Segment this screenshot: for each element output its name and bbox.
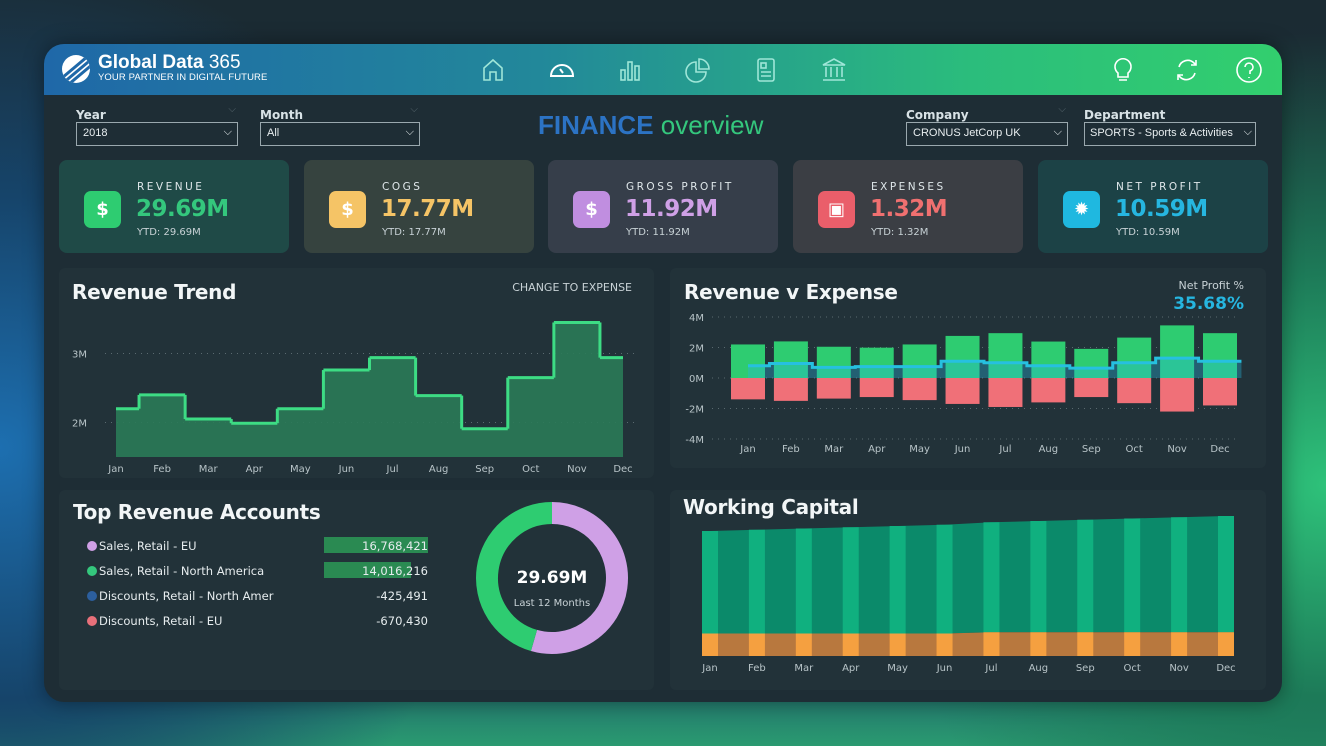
legend-dot-icon <box>87 541 97 551</box>
kpi-gross-profit: $ GROSS PROFIT 11.92M YTD: 11.92M <box>548 160 778 253</box>
top-accounts-title: Top Revenue Accounts <box>73 500 321 524</box>
kpi-ytd: YTD: 17.77M <box>382 227 446 238</box>
chevron-down-icon: ⌵ <box>1053 126 1062 138</box>
kpi-label: REVENUE <box>137 181 205 193</box>
account-name: Sales, Retail - North America <box>99 564 265 578</box>
header-bar: Global Data 365 YOUR PARTNER IN DIGITAL … <box>44 44 1282 95</box>
revenue-expense-title: Revenue v Expense <box>684 280 898 304</box>
department-label: Department <box>1084 108 1166 122</box>
account-value: -425,491 <box>376 589 428 603</box>
kpi-expenses: ▣ EXPENSES 1.32M YTD: 1.32M <box>793 160 1023 253</box>
help-icon[interactable] <box>1234 55 1264 85</box>
month-dropdown[interactable]: All ⌵ <box>260 122 420 146</box>
kpi-value: 10.59M <box>1115 196 1208 222</box>
kpi-value: 1.32M <box>870 196 948 222</box>
company-label: Company <box>906 108 969 122</box>
kpi-ytd: YTD: 1.32M <box>871 227 929 238</box>
money-bag-icon: $ <box>84 191 121 228</box>
kpi-value: 17.77M <box>381 196 474 222</box>
lightbulb-icon[interactable] <box>1108 55 1138 85</box>
year-dropdown[interactable]: 2018 ⌵ <box>76 122 238 146</box>
kpi-value: 11.92M <box>625 196 718 222</box>
kpi-label: EXPENSES <box>871 181 946 193</box>
kpi-label: COGS <box>382 181 423 193</box>
account-row: Discounts, Retail - EU <box>87 614 222 628</box>
kpi-value: 29.69M <box>136 196 229 222</box>
company-value: CRONUS JetCorp UK <box>913 127 1021 139</box>
bar-chart-icon[interactable] <box>616 56 644 84</box>
account-name: Discounts, Retail - EU <box>99 614 223 628</box>
collapse-chevron-icon[interactable]: ⌵ <box>410 104 418 115</box>
company-slicer: Company ⌵ CRONUS JetCorp UK ⌵ <box>906 104 1068 148</box>
tagline: YOUR PARTNER IN DIGITAL FUTURE <box>98 72 268 83</box>
dashboard-frame: Global Data 365 YOUR PARTNER IN DIGITAL … <box>44 44 1282 702</box>
kpi-label: GROSS PROFIT <box>626 181 734 193</box>
wallet-icon: ▣ <box>818 191 855 228</box>
logo: Global Data 365 YOUR PARTNER IN DIGITAL … <box>62 52 268 83</box>
working-capital-card: Working Capital <box>670 490 1266 690</box>
working-capital-title: Working Capital <box>683 495 859 519</box>
kpi-label: NET PROFIT <box>1116 181 1203 193</box>
department-dropdown[interactable]: SPORTS - Sports & Activities ⌵ <box>1084 122 1256 146</box>
year-slicer: Year ⌵ 2018 ⌵ <box>76 104 238 148</box>
collapse-chevron-icon[interactable]: ⌵ <box>1058 104 1066 115</box>
account-row: Discounts, Retail - North Amer <box>87 589 273 603</box>
dashboard-gauge-icon[interactable] <box>548 56 576 84</box>
home-icon[interactable] <box>479 56 507 84</box>
account-row: Sales, Retail - North America <box>87 564 264 578</box>
kpi-cogs: $ COGS 17.77M YTD: 17.77M <box>304 160 534 253</box>
house-dollar-icon: $ <box>573 191 610 228</box>
account-name: Sales, Retail - EU <box>99 539 197 553</box>
year-value: 2018 <box>83 127 108 139</box>
price-tag-icon: $ <box>329 191 366 228</box>
account-value: 14,016,216 <box>362 564 428 578</box>
account-row: Sales, Retail - EU <box>87 539 197 553</box>
chevron-down-icon: ⌵ <box>1243 126 1252 138</box>
page-title: FINANCE overview <box>538 110 763 141</box>
revenue-expense-card: Revenue v Expense Net Profit % 35.68% <box>670 268 1266 468</box>
account-value: 16,768,421 <box>362 539 428 553</box>
report-icon[interactable] <box>752 56 780 84</box>
account-name: Discounts, Retail - North Amer <box>99 589 274 603</box>
kpi-ytd: YTD: 29.69M <box>137 227 201 238</box>
net-profit-pct-value: 35.68% <box>1173 294 1244 314</box>
kpi-net-profit: ✹ NET PROFIT 10.59M YTD: 10.59M <box>1038 160 1268 253</box>
title-overview: overview <box>660 110 764 140</box>
revenue-trend-card: Revenue Trend CHANGE TO EXPENSE <box>59 268 654 478</box>
legend-dot-icon <box>87 616 97 626</box>
change-to-expense-button[interactable]: CHANGE TO EXPENSE <box>512 281 632 294</box>
net-profit-pct-label: Net Profit % <box>1178 279 1244 292</box>
account-value: -670,430 <box>376 614 428 628</box>
revenue-trend-title: Revenue Trend <box>72 280 237 304</box>
month-label: Month <box>260 108 304 122</box>
chevron-down-icon: ⌵ <box>405 126 414 138</box>
account-value-bar <box>324 562 411 578</box>
kpi-revenue: $ REVENUE 29.69M YTD: 29.69M <box>59 160 289 253</box>
refresh-icon[interactable] <box>1172 55 1202 85</box>
month-slicer: Month ⌵ All ⌵ <box>260 104 420 148</box>
kpi-ytd: YTD: 10.59M <box>1116 227 1180 238</box>
brand-suffix: 365 <box>208 52 241 73</box>
bank-icon[interactable] <box>820 56 848 84</box>
chevron-down-icon: ⌵ <box>223 126 232 138</box>
dollar-badge-icon: ✹ <box>1063 191 1100 228</box>
pie-chart-icon[interactable] <box>684 56 712 84</box>
legend-dot-icon <box>87 566 97 576</box>
year-label: Year <box>76 108 106 122</box>
department-slicer: Department SPORTS - Sports & Activities ⌵ <box>1084 104 1256 148</box>
month-value: All <box>267 127 280 139</box>
brand-name: Global Data <box>98 52 204 73</box>
account-value-bar <box>324 537 428 553</box>
company-dropdown[interactable]: CRONUS JetCorp UK ⌵ <box>906 122 1068 146</box>
department-value: SPORTS - Sports & Activities <box>1090 127 1233 139</box>
globe-logo-icon <box>62 54 90 83</box>
legend-dot-icon <box>87 591 97 601</box>
collapse-chevron-icon[interactable]: ⌵ <box>228 104 236 115</box>
kpi-ytd: YTD: 11.92M <box>626 227 690 238</box>
title-finance: FINANCE <box>538 110 654 140</box>
